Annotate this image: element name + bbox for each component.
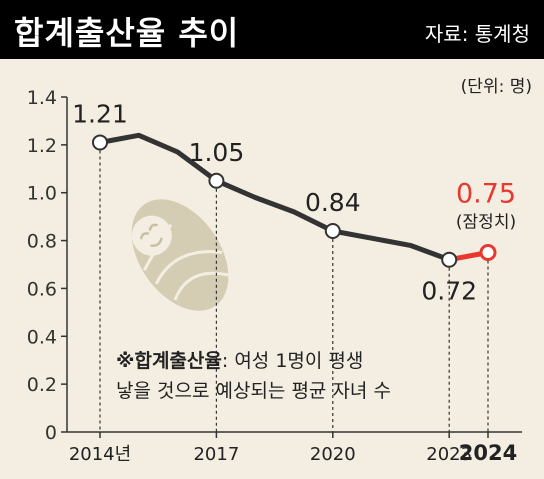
x-tick-label: 2020 xyxy=(310,444,356,465)
axes: 0 0.2 0.4 0.6 0.8 1.0 1.2 1.4 2014년 2017 2020 20232… xyxy=(27,87,522,465)
note-line-2: 낳을 것으로 예상되는 평균 자녀 수 xyxy=(116,380,391,402)
data-points xyxy=(92,134,497,268)
data-point-marker xyxy=(324,223,341,239)
source-label: 자료: 통계청 xyxy=(424,22,530,46)
baby-icon xyxy=(131,199,229,311)
data-point-marker xyxy=(479,244,497,262)
y-tick-label: 0.4 xyxy=(27,326,57,348)
data-label: 0.84 xyxy=(305,188,361,217)
data-label: 1.21 xyxy=(72,99,128,128)
note-line-1: ※합계출산율: 여성 1명이 평생 xyxy=(116,346,391,376)
y-tick-label: 0.6 xyxy=(27,278,57,300)
note-term: ※합계출산율 xyxy=(116,350,222,372)
y-tick-label: 0.8 xyxy=(27,231,57,253)
header-bar: 합계출산율 추이 자료: 통계청 xyxy=(0,0,544,59)
data-point-marker xyxy=(92,134,108,151)
x-tick-label: 2014년 xyxy=(69,444,131,465)
data-label: 0.72 xyxy=(421,277,477,306)
x-tick-guides xyxy=(99,150,489,432)
y-tick-label: 1.4 xyxy=(27,87,57,109)
data-label: 0.75 xyxy=(456,179,516,210)
data-point-marker xyxy=(208,172,225,189)
data-label-note: (잠정치) xyxy=(456,213,516,233)
y-tick-label: 0.2 xyxy=(27,374,57,396)
x-tick-label: 2024 xyxy=(459,441,517,465)
y-tick-label: 1.0 xyxy=(27,183,57,205)
note-definition-start: : 여성 1명이 평생 xyxy=(221,350,364,372)
definition-note: ※합계출산율: 여성 1명이 평생 낳을 것으로 예상되는 평균 자녀 수 xyxy=(116,346,391,406)
x-tick-label: 2017 xyxy=(193,444,239,465)
x-tick-label: 2023 xyxy=(426,444,472,465)
unit-label: (단위: 명) xyxy=(460,77,532,97)
y-tick-label: 0 xyxy=(45,422,57,444)
data-label: 1.05 xyxy=(189,138,245,167)
chart-title: 합계출산율 추이 xyxy=(14,14,240,52)
y-tick-label: 1.2 xyxy=(27,135,57,157)
data-point-marker xyxy=(441,251,458,268)
series-line xyxy=(97,132,452,263)
data-labels: 1.21 1.05 0.84 0.72 0.75 (잠정치) xyxy=(72,99,516,305)
